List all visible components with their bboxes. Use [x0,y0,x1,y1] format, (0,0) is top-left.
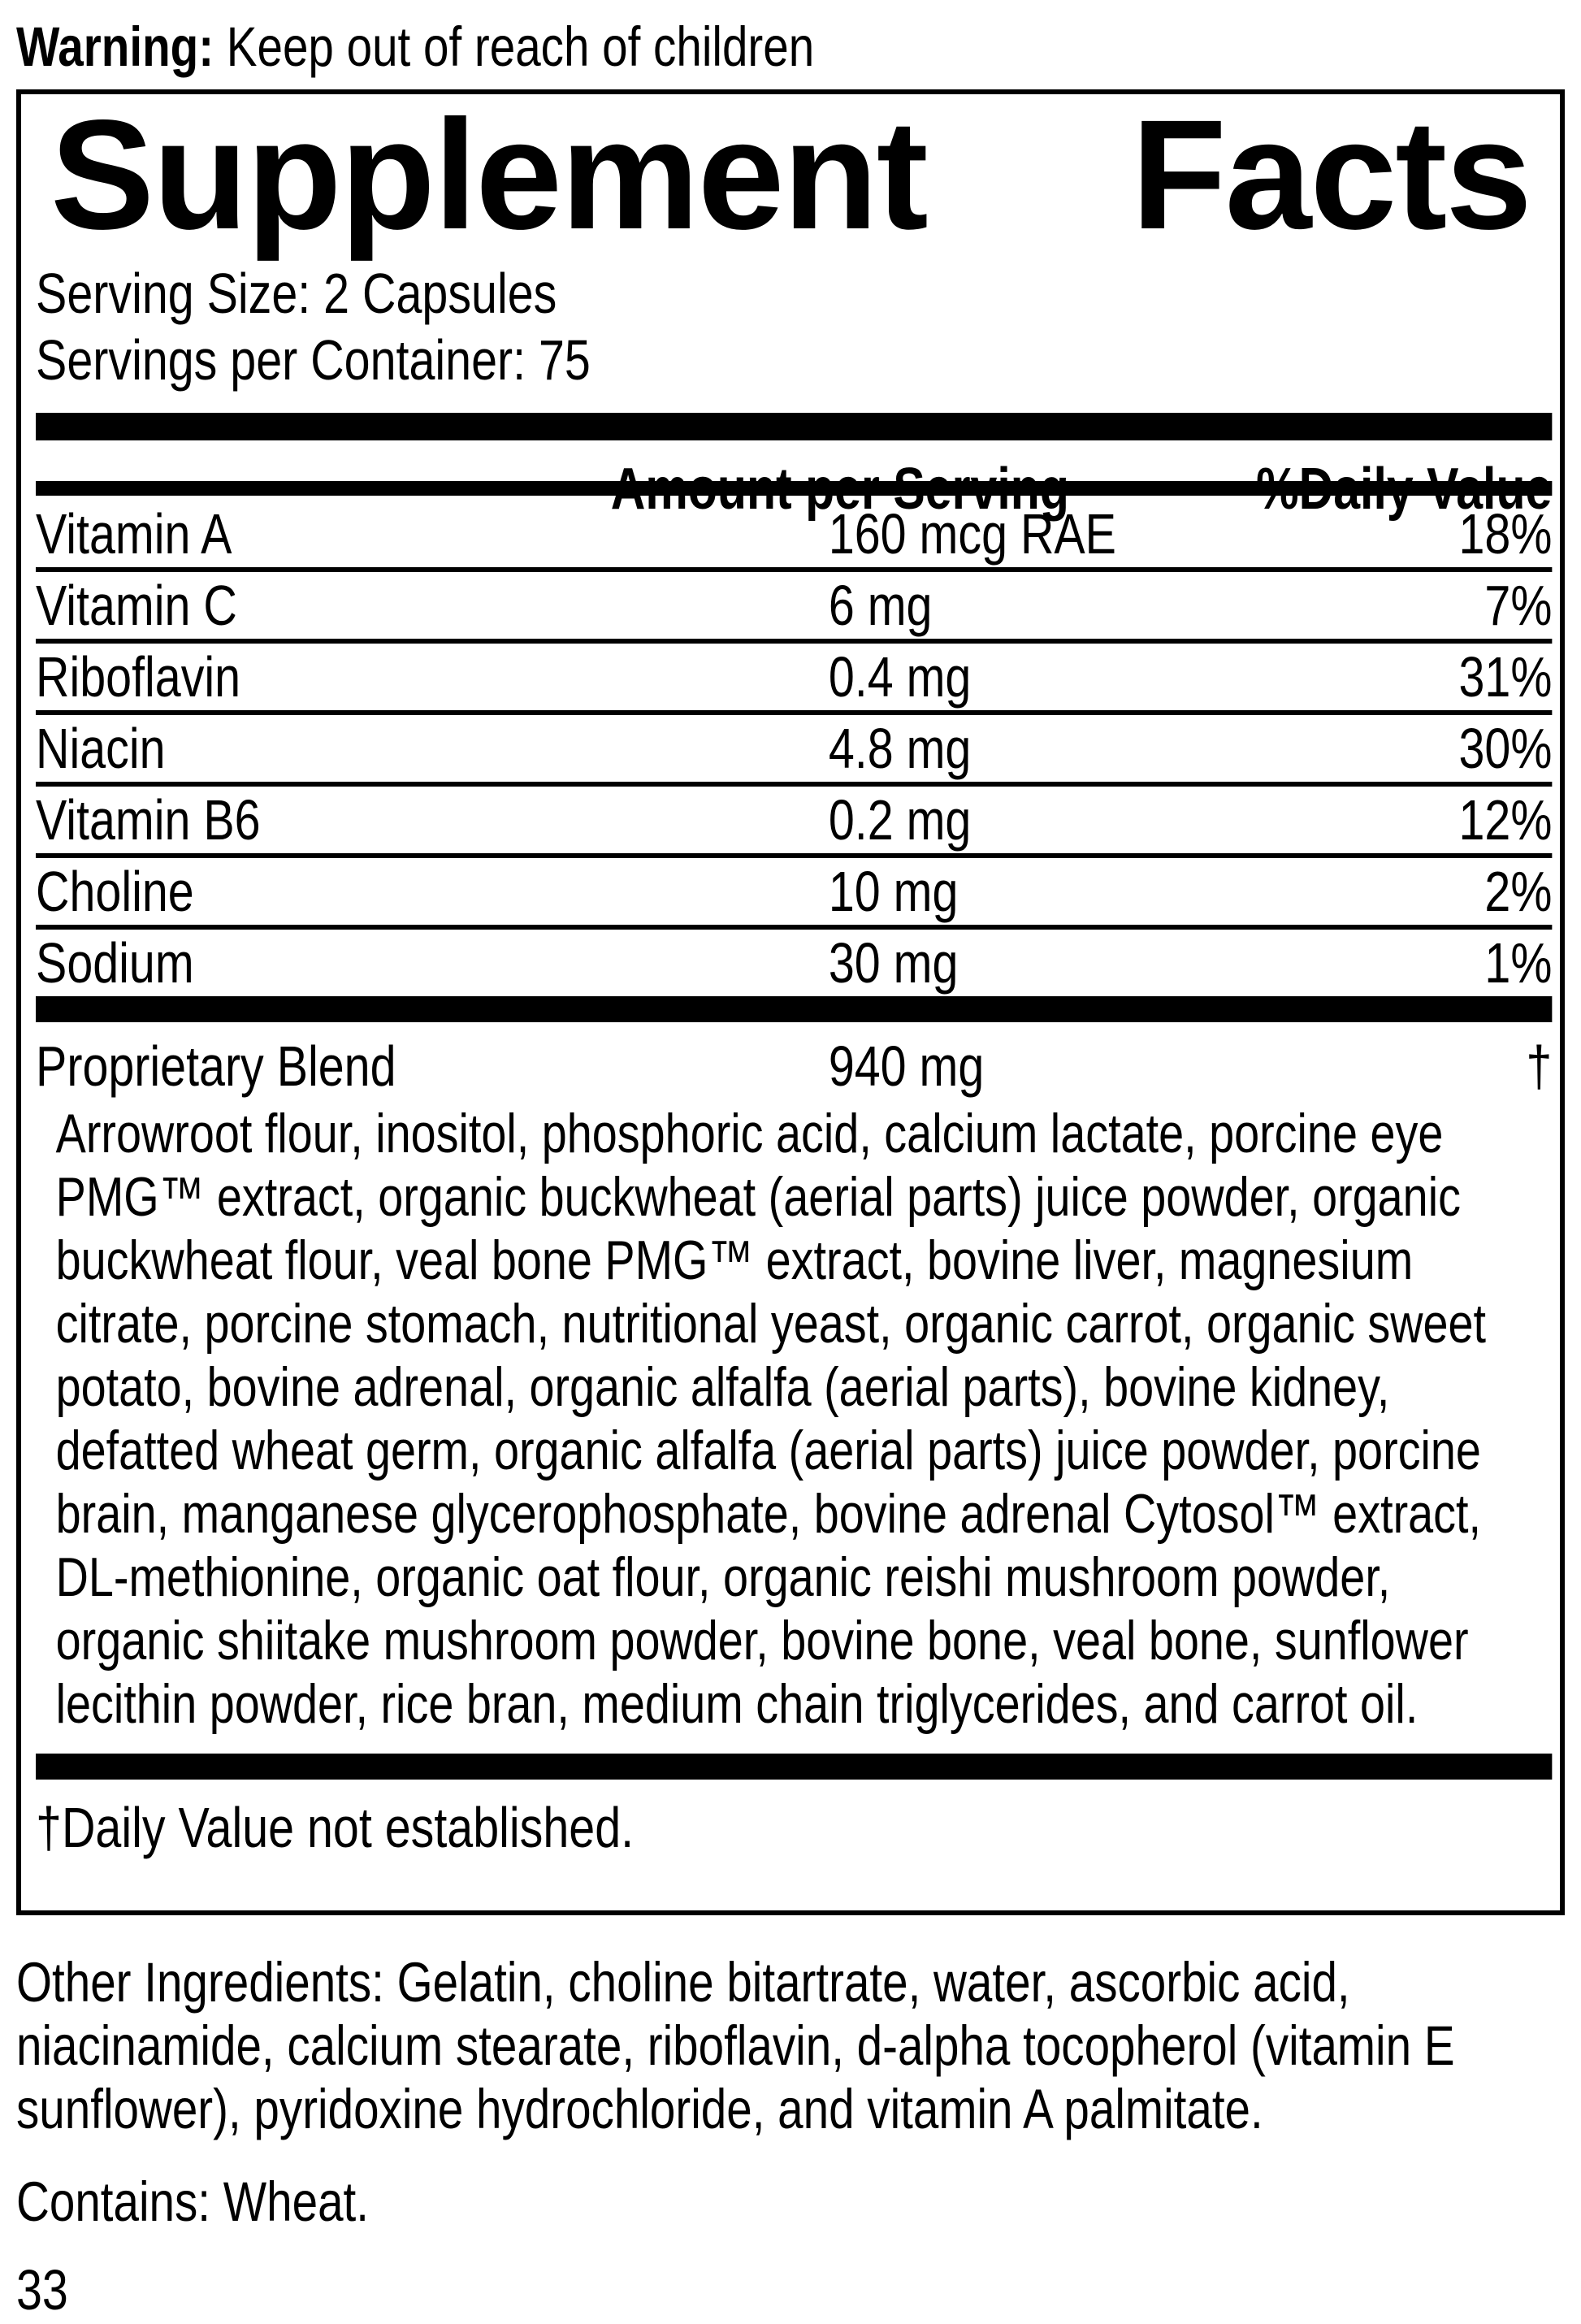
divider-bar-above-blend [36,996,1553,1022]
warning-label: Warning: [16,15,214,78]
panel-body: Serving Size: 2 Capsules Servings per Co… [21,260,1560,1859]
proprietary-blend-ingredients: Arrowroot flour, inositol, phosphoric ac… [55,1103,1487,1735]
nutrient-row: Niacin 4.8 mg 30% [36,710,1552,782]
nutrient-row: Riboflavin 0.4 mg 31% [36,639,1552,710]
other-ingredients: Other Ingredients: Gelatin, choline bita… [16,1951,1455,2140]
nutrient-daily-value: 18% [1458,502,1553,566]
warning-section: Warning: Keep out of reach of children [16,15,1566,80]
warning-text: Keep out of reach of children [214,15,815,78]
serving-size: Serving Size: 2 Capsules [36,262,557,325]
nutrient-row: Vitamin A 160 mcg RAE 18% [36,496,1552,567]
below-panel-section: Other Ingredients: Gelatin, choline bita… [16,1951,1566,2322]
proprietary-blend-name: Proprietary Blend [36,1034,396,1098]
nutrient-daily-value: 31% [1458,645,1553,709]
warning-line: Warning: Keep out of reach of children [16,15,1566,80]
divider-bar-under-header [36,481,1553,496]
nutrient-name: Vitamin B6 [36,788,261,852]
nutrient-name: Riboflavin [36,645,241,709]
amount-per-serving-header: Amount per Serving [610,457,1069,522]
allergen-contains: Contains: Wheat. [16,2170,369,2233]
nutrient-amount: 160 mcg RAE [828,502,1116,566]
proprietary-blend-dagger: † [1526,1034,1553,1098]
nutrient-amount: 0.4 mg [828,645,972,709]
divider-bar-thick-top [36,413,1553,440]
nutrient-daily-value: 1% [1484,931,1553,995]
nutrient-row: Choline 10 mg 2% [36,853,1552,925]
nutrient-name: Vitamin C [36,574,237,637]
nutrient-daily-value: 30% [1458,717,1553,780]
nutrient-amount: 4.8 mg [828,717,972,780]
nutrient-name: Choline [36,860,194,923]
servings-per-container: Servings per Container: 75 [36,328,591,392]
nutrient-daily-value: 7% [1484,574,1553,637]
nutrient-name: Vitamin A [36,502,232,566]
nutrient-amount: 6 mg [828,574,933,637]
nutrient-name: Sodium [36,931,194,995]
nutrient-amount: 10 mg [828,860,959,923]
panel-title-left: Supplement [50,89,929,262]
nutrient-row: Sodium 30 mg 1% [36,925,1552,996]
nutrient-row: Vitamin C 6 mg 7% [36,567,1552,639]
supplement-facts-panel: Supplement Facts Serving Size: 2 Capsule… [16,89,1565,1915]
daily-value-footnote: †Daily Value not established. [36,1796,635,1859]
column-header-row: Amount per Serving %Daily Value [36,440,1553,518]
nutrient-daily-value: 12% [1458,788,1553,852]
nutrient-amount: 0.2 mg [828,788,972,852]
nutrient-amount: 30 mg [828,931,959,995]
panel-title: Supplement Facts [21,89,1560,262]
proprietary-blend-amount: 940 mg [828,1034,985,1098]
panel-title-right: Facts [1131,89,1532,262]
nutrient-name: Niacin [36,717,166,780]
daily-value-header: %Daily Value [1256,457,1553,522]
nutrient-daily-value: 2% [1484,860,1553,923]
proprietary-blend-row: Proprietary Blend 940 mg † [36,1022,1552,1097]
page-number: 33 [16,2258,68,2322]
divider-bar-above-footnote [36,1754,1553,1780]
serving-info: Serving Size: 2 Capsules Servings per Co… [36,260,1552,393]
nutrient-row: Vitamin B6 0.2 mg 12% [36,782,1552,853]
